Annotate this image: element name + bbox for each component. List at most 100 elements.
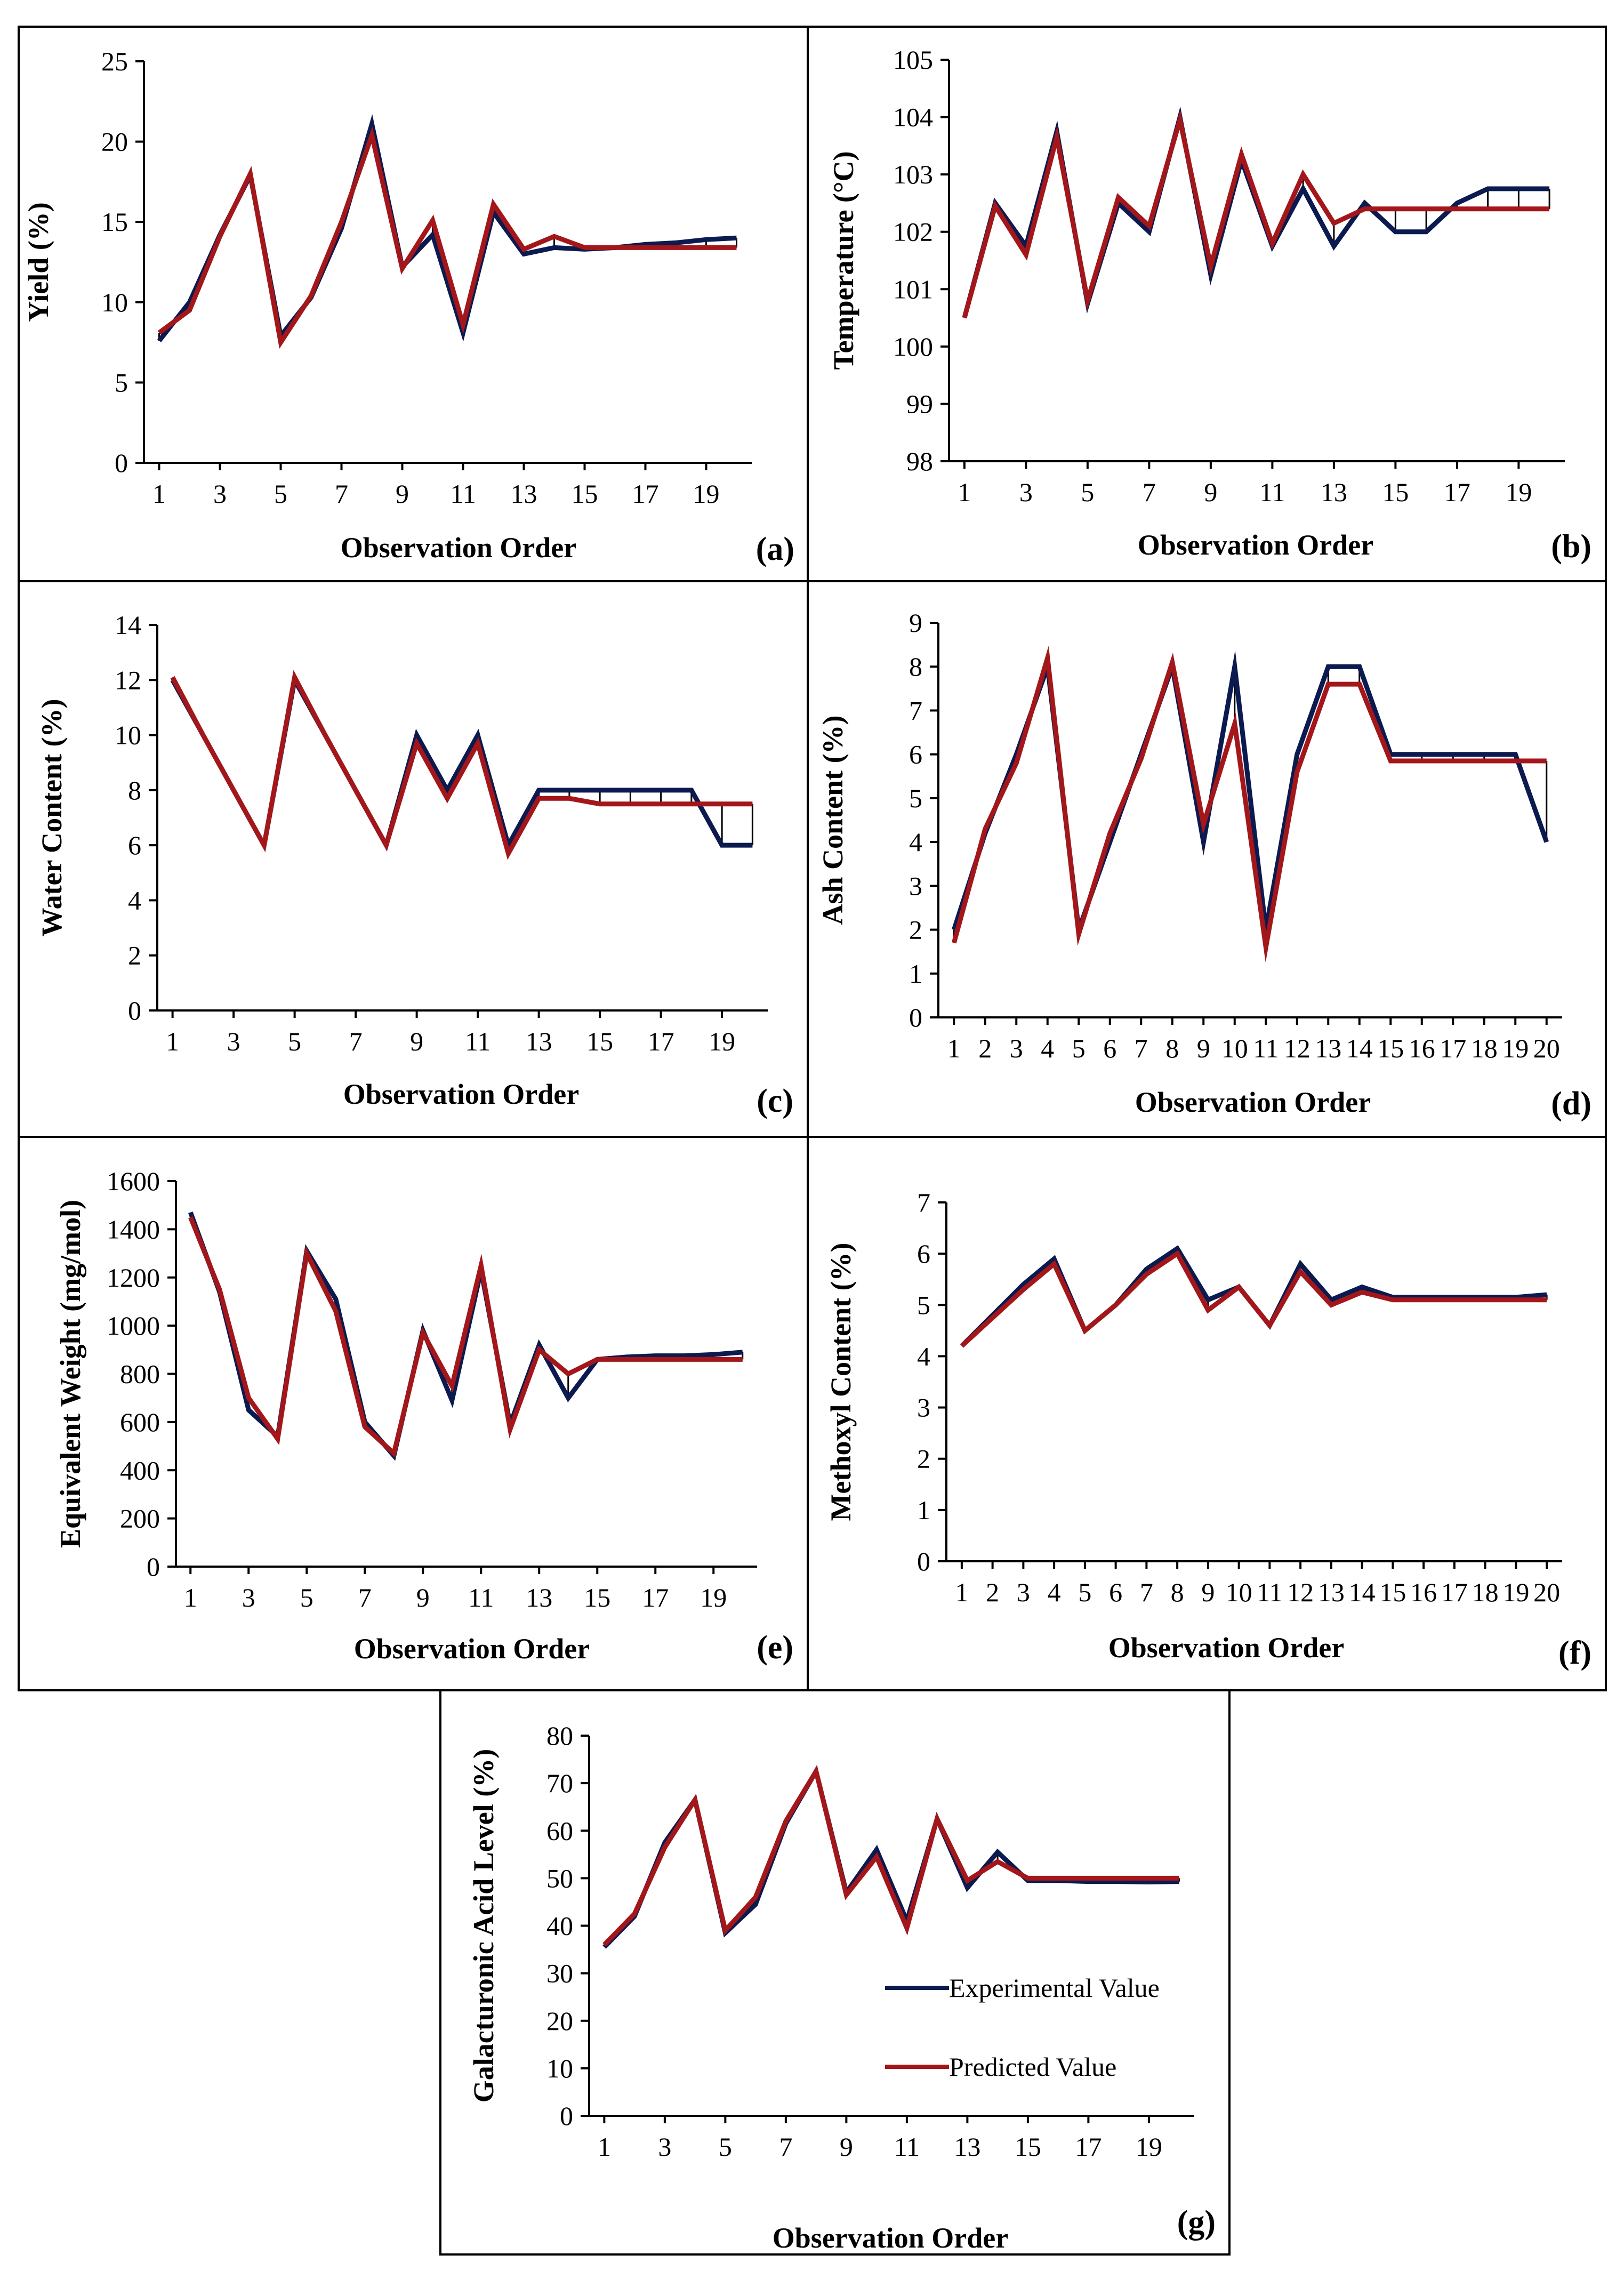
- x-tick-label: 19: [700, 1583, 727, 1612]
- x-tick-label: 19: [1136, 2132, 1162, 2162]
- y-tick-label: 103: [893, 159, 933, 189]
- y-tick-label: 40: [546, 1911, 573, 1941]
- y-tick-label: 200: [120, 1504, 160, 1534]
- y-tick-label: 4: [917, 1341, 930, 1371]
- panel-label: (f): [1558, 1635, 1591, 1671]
- x-tick-label: 13: [1318, 1577, 1345, 1607]
- x-tick-label: 15: [1015, 2132, 1041, 2162]
- x-tick-label: 18: [1472, 1577, 1499, 1607]
- panel-label: (c): [757, 1083, 793, 1119]
- x-tick-label: 11: [1253, 1033, 1279, 1063]
- x-tick-label: 7: [1143, 477, 1156, 507]
- x-tick-label: 1: [947, 1033, 961, 1063]
- x-tick-label: 9: [840, 2132, 853, 2162]
- y-tick-label: 600: [120, 1407, 160, 1437]
- y-tick-label: 2: [909, 915, 922, 945]
- series-experimental-line: [960, 1245, 1547, 1348]
- x-tick-label: 3: [1019, 477, 1033, 507]
- x-tick-label: 3: [227, 1026, 240, 1056]
- x-tick-label: 6: [1109, 1577, 1122, 1607]
- y-tick-label: 80: [546, 1721, 573, 1751]
- x-tick-label: 10: [1226, 1577, 1252, 1607]
- x-tick-label: 3: [1017, 1577, 1030, 1607]
- x-tick-label: 11: [1257, 1577, 1282, 1607]
- y-tick-label: 0: [560, 2101, 573, 2131]
- x-tick-label: 19: [693, 479, 720, 509]
- x-tick-label: 3: [213, 479, 227, 509]
- x-tick-label: 13: [1321, 477, 1347, 507]
- y-tick-label: 1200: [107, 1263, 160, 1293]
- x-tick-label: 13: [526, 1583, 552, 1612]
- x-axis-title: Observation Order: [773, 2222, 1008, 2254]
- x-tick-label: 9: [1201, 1577, 1215, 1607]
- x-tick-label: 14: [1346, 1033, 1373, 1063]
- x-tick-label: 17: [648, 1026, 674, 1056]
- legend: Experimental Value Predicted Value: [885, 1973, 1160, 2082]
- x-tick-label: 15: [584, 1583, 610, 1612]
- y-tick-label: 0: [909, 1002, 922, 1032]
- y-tick-label: 8: [128, 775, 141, 805]
- x-tick-label: 19: [1502, 1577, 1529, 1607]
- x-tick-label: 15: [1377, 1033, 1404, 1063]
- legend-experimental-label: Experimental Value: [949, 1973, 1160, 2003]
- y-tick-label: 100: [893, 332, 933, 362]
- x-tick-label: 1: [152, 479, 166, 509]
- x-tick-label: 7: [1135, 1033, 1148, 1063]
- y-axis-title: Equivalent Weight (mg/mol): [54, 1200, 86, 1548]
- x-tick-label: 3: [658, 2132, 671, 2162]
- y-tick-label: 20: [101, 127, 128, 157]
- y-tick-label: 60: [546, 1816, 573, 1845]
- series-predicted-line: [602, 1765, 1179, 1947]
- y-tick-label: 4: [128, 885, 141, 915]
- y-tick-label: 3: [909, 871, 922, 901]
- x-tick-label: 8: [1171, 1577, 1184, 1607]
- x-tick-label: 17: [1075, 2132, 1102, 2162]
- series-predicted-line: [962, 110, 1550, 319]
- x-tick-label: 17: [1444, 477, 1470, 507]
- x-tick-label: 10: [1221, 1033, 1248, 1063]
- series-predicted-line: [188, 1216, 743, 1458]
- x-tick-label: 17: [1440, 1033, 1466, 1063]
- series-predicted-line: [960, 1250, 1547, 1348]
- y-tick-label: 102: [893, 217, 933, 247]
- x-tick-label: 13: [954, 2132, 980, 2162]
- y-tick-label: 1: [917, 1495, 930, 1525]
- y-tick-label: 5: [917, 1290, 930, 1320]
- x-tick-label: 7: [335, 479, 348, 509]
- y-tick-label: 7: [917, 1187, 930, 1217]
- y-tick-label: 99: [906, 389, 933, 419]
- x-tick-label: 1: [184, 1583, 197, 1612]
- x-tick-label: 2: [986, 1577, 999, 1607]
- y-tick-label: 98: [906, 446, 933, 476]
- x-tick-label: 9: [410, 1026, 423, 1056]
- legend-predicted-label: Predicted Value: [949, 2052, 1116, 2082]
- x-tick-label: 11: [450, 479, 476, 509]
- y-tick-label: 6: [917, 1239, 930, 1269]
- x-tick-label: 9: [396, 479, 409, 509]
- x-tick-label: 5: [719, 2132, 732, 2162]
- x-tick-label: 20: [1533, 1577, 1560, 1607]
- y-tick-label: 6: [128, 830, 141, 860]
- y-tick-label: 14: [115, 610, 141, 640]
- x-tick-label: 7: [349, 1026, 363, 1056]
- x-tick-label: 15: [1379, 1577, 1406, 1607]
- x-tick-label: 14: [1349, 1577, 1376, 1607]
- y-tick-label: 105: [893, 45, 933, 75]
- x-axis-title: Observation Order: [343, 1078, 579, 1110]
- x-tick-label: 15: [1382, 477, 1409, 507]
- y-tick-label: 0: [917, 1546, 930, 1576]
- x-tick-label: 8: [1165, 1033, 1179, 1063]
- x-tick-label: 5: [288, 1026, 301, 1056]
- x-tick-label: 6: [1103, 1033, 1116, 1063]
- series-predicted-line: [157, 126, 737, 349]
- series-predicted-line: [170, 670, 753, 860]
- x-tick-label: 12: [1284, 1033, 1311, 1063]
- y-tick-label: 0: [147, 1552, 160, 1582]
- x-axis-title: Observation Order: [1138, 529, 1373, 561]
- x-tick-label: 16: [1410, 1577, 1437, 1607]
- y-tick-label: 4: [909, 827, 922, 857]
